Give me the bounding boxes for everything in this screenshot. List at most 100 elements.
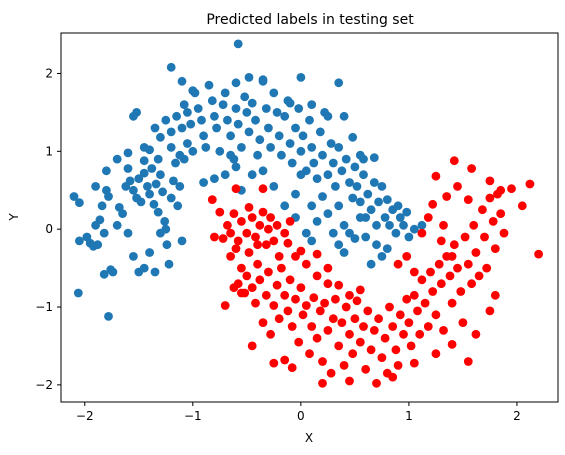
data-point-series-0-18: [112, 220, 122, 230]
data-point-series-0-55: [161, 224, 171, 234]
data-point-series-1-128: [431, 171, 441, 181]
data-point-series-0-167: [307, 201, 317, 211]
data-point-series-0-36: [158, 187, 168, 197]
data-point-series-1-136: [428, 199, 438, 209]
data-point-series-0-29: [143, 182, 152, 191]
data-point-series-1-43: [285, 275, 295, 285]
data-point-series-1-90: [413, 306, 422, 316]
data-point-series-1-74: [369, 326, 379, 335]
data-point-series-1-105: [453, 263, 462, 273]
data-point-series-0-124: [337, 166, 347, 176]
data-point-series-1-158: [318, 378, 327, 388]
data-point-series-0-160: [233, 39, 243, 49]
data-point-series-0-47: [183, 139, 192, 148]
data-point-series-0-1: [75, 198, 84, 208]
data-point-series-1-99: [436, 279, 446, 289]
data-point-series-1-58: [326, 368, 336, 378]
data-point-series-1-30: [251, 298, 260, 308]
data-point-series-1-11: [247, 213, 257, 222]
data-point-series-1-47: [296, 283, 306, 292]
data-point-series-1-1: [215, 207, 225, 217]
data-point-series-1-85: [399, 329, 408, 339]
data-point-series-1-130: [439, 220, 448, 230]
data-point-series-0-75: [204, 80, 214, 90]
data-point-series-0-90: [244, 127, 254, 137]
x-axis-label: X: [305, 431, 313, 445]
data-point-series-0-15: [108, 267, 118, 277]
data-point-series-0-121: [328, 158, 338, 168]
data-point-series-1-54: [315, 306, 325, 316]
y-tick-label: −2: [35, 378, 53, 392]
data-point-series-0-198: [258, 166, 268, 176]
data-point-series-1-66: [348, 349, 358, 359]
data-point-series-1-132: [463, 195, 473, 205]
data-point-series-0-122: [331, 182, 340, 191]
data-point-series-1-46: [294, 337, 304, 347]
data-point-series-1-144: [283, 238, 293, 248]
data-point-series-1-138: [417, 228, 427, 238]
data-point-series-1-169: [285, 217, 295, 226]
x-tick-label: −1: [184, 409, 202, 423]
data-point-series-0-165: [296, 170, 306, 180]
data-point-series-1-52: [309, 293, 319, 303]
data-point-series-0-155: [231, 78, 241, 88]
data-point-series-1-134: [485, 176, 495, 186]
data-point-series-1-102: [445, 271, 455, 281]
data-point-series-0-150: [409, 224, 419, 234]
data-point-series-1-163: [447, 340, 457, 349]
data-point-series-1-142: [402, 252, 412, 261]
data-point-series-1-109: [463, 259, 473, 269]
data-point-series-1-33: [258, 318, 268, 327]
data-point-series-1-80: [385, 302, 394, 312]
data-point-series-1-70: [359, 322, 368, 331]
data-point-series-0-102: [277, 150, 286, 160]
data-point-series-0-108: [294, 104, 304, 113]
data-point-series-0-187: [382, 244, 392, 254]
data-point-series-1-154: [247, 341, 257, 351]
data-point-series-0-26: [134, 174, 144, 184]
data-point-series-1-56: [320, 298, 329, 308]
data-point-series-0-183: [269, 182, 279, 191]
data-point-series-1-133: [467, 164, 476, 173]
data-point-series-0-59: [145, 145, 155, 155]
data-point-series-0-10: [97, 201, 107, 211]
data-point-series-1-36: [266, 329, 275, 339]
data-point-series-0-140: [380, 213, 390, 222]
points-layer: [69, 39, 543, 388]
data-point-series-1-73: [366, 345, 376, 355]
data-point-series-0-9: [95, 215, 105, 225]
data-point-series-1-87: [404, 318, 414, 327]
data-point-series-1-152: [229, 283, 239, 292]
data-point-series-0-168: [312, 217, 322, 226]
data-point-series-1-49: [301, 301, 311, 310]
data-point-series-0-88: [240, 92, 250, 102]
y-tick-label: 1: [45, 144, 53, 158]
x-tick-label: 1: [405, 409, 413, 423]
data-point-series-0-131: [355, 197, 365, 207]
data-point-series-0-39: [164, 259, 174, 269]
data-point-series-1-45: [291, 294, 300, 304]
data-point-series-0-129: [350, 162, 360, 172]
data-point-series-1-137: [423, 213, 433, 222]
data-point-series-0-68: [186, 119, 196, 129]
data-point-series-1-171: [226, 252, 236, 261]
data-point-series-1-100: [439, 326, 448, 335]
data-point-series-1-141: [409, 267, 419, 277]
data-point-series-0-41: [169, 176, 178, 186]
data-point-series-1-108: [460, 232, 470, 242]
data-point-series-0-114: [309, 158, 319, 168]
data-point-series-0-141: [382, 195, 392, 205]
data-point-series-1-10: [244, 203, 254, 212]
data-point-series-1-22: [258, 184, 268, 194]
data-point-series-1-121: [496, 209, 506, 219]
data-point-series-1-60: [331, 294, 340, 304]
data-point-series-0-200: [153, 154, 163, 164]
data-point-series-1-111: [469, 220, 479, 230]
data-point-series-1-31: [253, 259, 262, 269]
data-point-series-0-179: [307, 236, 317, 246]
data-point-series-0-135: [366, 205, 376, 215]
data-point-series-0-162: [296, 73, 306, 82]
data-point-series-0-99: [269, 88, 279, 98]
data-point-series-0-137: [372, 220, 381, 230]
